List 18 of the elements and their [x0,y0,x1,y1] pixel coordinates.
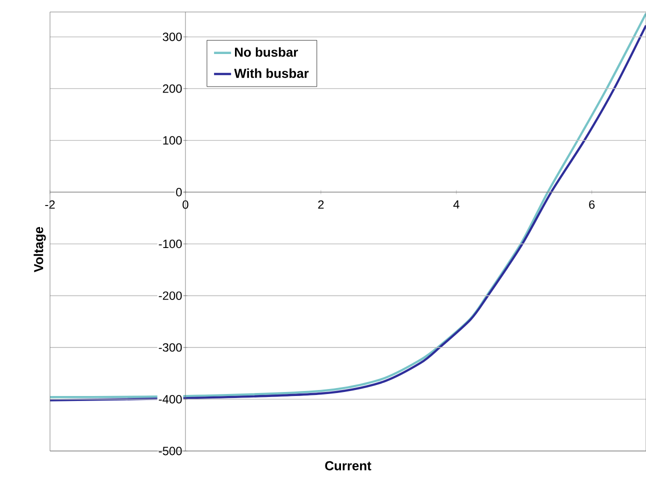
x-tick-label: 0 [182,200,188,209]
y-tick-label: 100 [163,136,182,145]
y-axis-title: Voltage [34,227,46,272]
y-tick-label: -100 [158,240,182,248]
legend-label: No busbar [235,47,298,57]
y-tick-label: -500 [158,446,182,456]
y-tick-label: -300 [158,343,182,352]
x-tick-label: 2 [318,200,324,209]
x-axis-title: Current [325,461,372,470]
x-tick-label: 4 [453,200,460,209]
y-tick-label: -400 [158,394,182,404]
x-tick-label: 6 [589,200,595,209]
y-tick-label: 200 [162,84,182,93]
y-tick-label: 300 [162,32,182,42]
legend-label: With busbar [234,68,309,78]
y-tick-label: 0 [176,188,182,196]
y-tick-label: -200 [158,291,182,300]
x-tick-label: -2 [45,200,55,209]
